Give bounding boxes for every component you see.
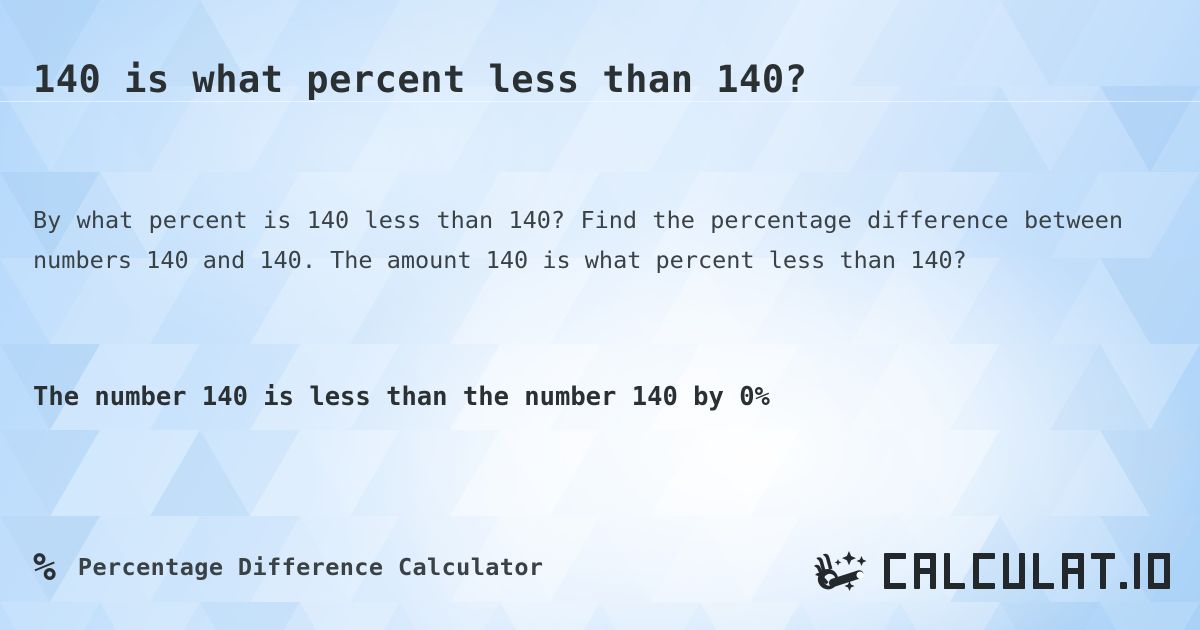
page-title: 140 is what percent less than 140? [33, 57, 808, 101]
calculator-name: Percentage Difference Calculator [77, 553, 544, 581]
percent-icon: % [33, 545, 56, 589]
answer-statement: The number 140 is less than the number 1… [33, 381, 770, 412]
title-divider [0, 101, 1200, 102]
magic-wand-hand-icon [814, 551, 867, 591]
brand-wordmark [884, 553, 1170, 589]
question-paragraph: By what percent is 140 less than 140? Fi… [33, 205, 1123, 274]
footer-calculator-label: % Percentage Difference Calculator [33, 548, 543, 586]
brand-logo[interactable] [814, 548, 1172, 594]
